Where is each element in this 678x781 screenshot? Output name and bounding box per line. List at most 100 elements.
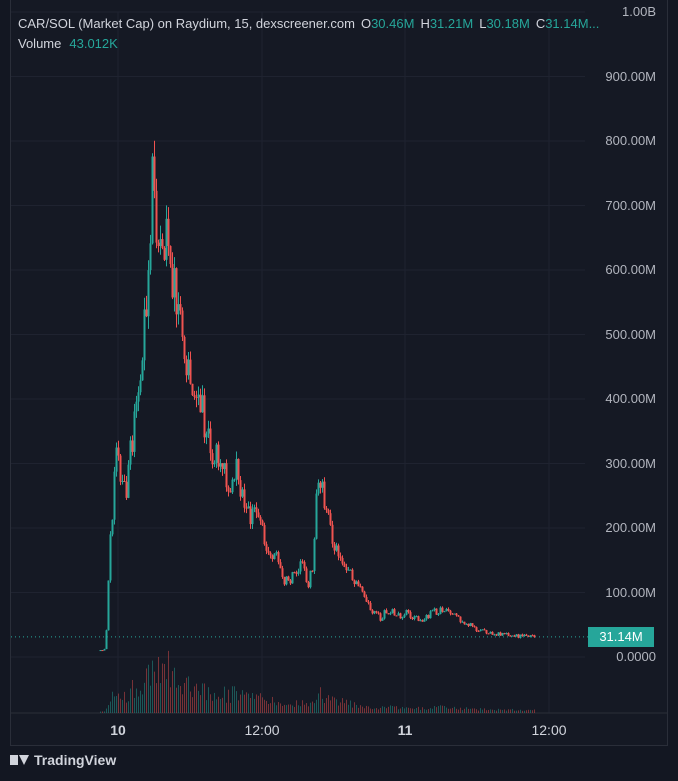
- candle-body: [109, 534, 112, 581]
- volume-bar: [150, 685, 151, 713]
- volume-bar: [174, 667, 175, 713]
- volume-bar: [224, 686, 225, 713]
- volume-bar: [336, 699, 337, 713]
- candle-body: [423, 619, 426, 622]
- candle-body: [471, 623, 474, 626]
- volume-bar: [402, 706, 403, 713]
- candle-body: [317, 482, 320, 494]
- volume-bar: [222, 697, 223, 713]
- candle-body: [203, 395, 206, 438]
- volume-bar: [428, 709, 429, 713]
- candle-body: [121, 480, 124, 482]
- candle-body: [309, 570, 312, 588]
- volume-bar: [122, 699, 123, 713]
- volume-bar: [516, 710, 517, 713]
- volume-bar: [350, 700, 351, 713]
- candle-body: [519, 634, 522, 638]
- volume-bar: [176, 687, 177, 713]
- volume-bar: [396, 706, 397, 713]
- candle-body: [171, 263, 174, 298]
- candle-body: [463, 621, 466, 625]
- volume-bar: [214, 692, 215, 713]
- candle-body: [197, 394, 200, 398]
- volume-bar: [430, 708, 431, 713]
- volume-bar: [502, 709, 503, 713]
- volume-bar: [148, 664, 149, 713]
- candle-body: [117, 447, 120, 456]
- volume-bar: [184, 682, 185, 713]
- volume-bar: [256, 694, 257, 713]
- volume-bar: [490, 709, 491, 713]
- volume-bar: [232, 686, 233, 713]
- candle-body: [169, 246, 172, 264]
- candle-body: [245, 507, 248, 509]
- volume-bar: [356, 704, 357, 713]
- volume-bar: [154, 671, 155, 713]
- candle-body: [505, 633, 508, 635]
- volume-bar: [338, 705, 339, 713]
- volume-bar: [442, 705, 443, 713]
- candle-body: [251, 508, 254, 525]
- volume-bar: [388, 706, 389, 713]
- volume-bar: [220, 698, 221, 713]
- candle-body: [247, 506, 250, 509]
- candle-body: [225, 463, 228, 488]
- candle-body: [239, 480, 242, 497]
- volume-bar: [244, 694, 245, 713]
- candle-body: [459, 616, 462, 623]
- volume-bar: [114, 696, 115, 713]
- candle-body: [119, 455, 122, 482]
- volume-bar: [472, 708, 473, 713]
- volume-value: 43.012K: [69, 36, 118, 51]
- volume-bar: [208, 687, 209, 713]
- volume-bar: [488, 709, 489, 713]
- volume-legend: Volume 43.012K: [18, 36, 118, 51]
- volume-bar: [386, 708, 387, 713]
- candle-body: [101, 650, 104, 652]
- volume-bar: [278, 702, 279, 713]
- volume-bar: [118, 693, 119, 713]
- volume-bar: [466, 707, 467, 713]
- volume-bar: [364, 708, 365, 713]
- candle-body: [509, 635, 512, 637]
- candle-body: [229, 491, 232, 493]
- y-tick-label: 600.00M: [605, 262, 656, 277]
- candle-body: [395, 615, 398, 617]
- candle-body: [327, 510, 330, 514]
- candle-body: [357, 581, 360, 587]
- candle-body: [113, 471, 116, 520]
- volume-bar: [382, 706, 383, 713]
- volume-bar: [240, 694, 241, 713]
- volume-bar: [194, 686, 195, 713]
- candle-body: [369, 602, 372, 611]
- volume-bar: [322, 698, 323, 713]
- volume-bar: [526, 710, 527, 713]
- candle-body: [427, 614, 430, 619]
- volume-bar: [186, 677, 187, 713]
- y-tick-label: 1.00B: [622, 4, 656, 19]
- volume-bar: [524, 710, 525, 713]
- candle-body: [227, 487, 230, 492]
- volume-bar: [328, 695, 329, 713]
- volume-bar: [452, 707, 453, 713]
- volume-label: Volume: [18, 36, 62, 51]
- low-label: L: [479, 16, 487, 31]
- candle-body: [139, 380, 142, 393]
- volume-bar: [504, 709, 505, 713]
- footer-brand[interactable]: TradingView: [10, 752, 116, 768]
- volume-bar: [470, 708, 471, 713]
- candle-body: [261, 520, 264, 526]
- candle-body: [361, 586, 364, 592]
- volume-bar: [426, 709, 427, 713]
- chart-frame[interactable]: [10, 0, 668, 746]
- volume-bar: [384, 706, 385, 713]
- volume-bar: [406, 707, 407, 713]
- low-value: 30.18M: [486, 16, 530, 31]
- candle-body: [411, 617, 414, 619]
- volume-bar: [134, 697, 135, 713]
- volume-bar: [432, 708, 433, 713]
- volume-bar: [306, 703, 307, 713]
- candle-body: [151, 156, 154, 244]
- candle-body: [485, 630, 488, 634]
